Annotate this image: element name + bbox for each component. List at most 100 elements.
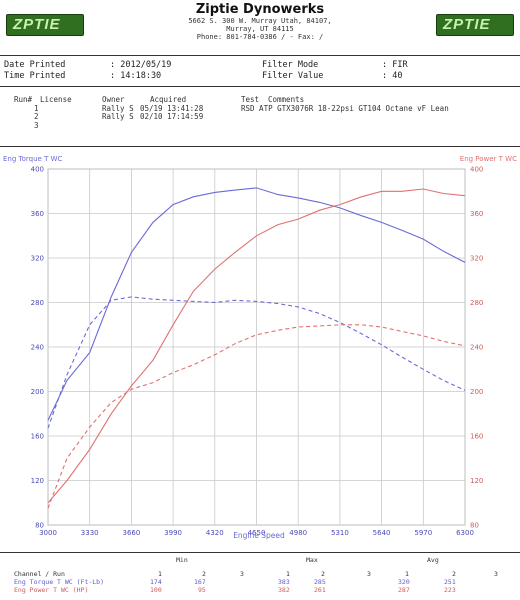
summary-power-max-2: 261 [314,586,326,594]
address-line-2: Murray, UT 84115 [226,25,294,33]
x-tick-label: 5970 [414,529,432,537]
time-value: : 14:18:30 [110,71,162,81]
summary-power-min-1: 100 [150,586,162,594]
summary-power-avg-1: 287 [398,586,410,594]
x-axis-label: Engine Speed [233,531,285,540]
summary-max-header: Max [306,556,318,564]
phone-line: Phone: 801-784-0386 / - Fax: / [196,33,324,41]
x-tick-label: 5640 [373,529,391,537]
col-test: Test [241,95,260,104]
run-owner: Rally S [102,103,134,113]
y-tick-label-left: 320 [31,255,44,263]
summary-run-num: 1 [405,570,409,578]
logo-right-text: ZPTIE [443,16,491,33]
run-row: 1 Rally S 05/19 13:41:28 RSD ATP GTX3076… [0,103,520,114]
summary-run-num: 1 [158,570,162,578]
summary-avg-header: Avg [427,556,439,564]
summary-power-max-1: 382 [278,586,290,594]
col-comments: Comments [268,95,305,104]
date-label: Date Printed [4,60,66,70]
run-number: 2 [34,112,39,121]
summary-run-num: 2 [202,570,206,578]
summary-torque-name: Eng Torque T WC (Ft-Lb) [14,578,105,586]
y-tick-label-left: 160 [31,433,44,441]
left-axis-label: Eng Torque T WC [3,155,62,163]
x-tick-label: 6300 [456,529,474,537]
summary-power-avg-2: 223 [444,586,456,594]
right-axis-label: Eng Power T WC [460,155,517,163]
x-tick-label: 5310 [331,529,349,537]
report-header: Ziptie Dynowerks 5662 S. 300 W. Murray U… [0,2,520,41]
filter-mode-label: Filter Mode [262,60,319,70]
summary-torque-min-2: 167 [194,578,206,586]
filter-value-label: Filter Value [262,71,324,81]
col-run: Run# [14,95,33,104]
summary-channel-header: Channel / Run [14,570,65,578]
filter-value-value: : 40 [382,71,403,81]
y-tick-label-right: 320 [470,255,483,263]
company-name: Ziptie Dynowerks [195,2,325,17]
logo-right: ZPTIE [436,14,514,36]
summary-min-header: Min [176,556,188,564]
run-number: 3 [34,120,39,130]
y-tick-label-right: 120 [470,477,483,485]
time-label: Time Printed [4,71,66,81]
y-tick-label-right: 160 [470,433,483,441]
torque-run-1-line [47,187,466,421]
summary-run-num: 3 [240,570,244,578]
y-tick-label-right: 360 [470,210,483,218]
y-tick-label-left: 80 [35,522,44,530]
summary-run-num: 2 [452,570,456,578]
x-tick-label: 3000 [39,529,57,537]
summary-torque-avg-1: 320 [398,578,410,586]
y-tick-label-right: 280 [470,299,483,307]
divider-summary [0,552,520,553]
summary-torque-min-1: 174 [150,578,162,586]
summary-power-name: Eng Power T WC (HP) [14,586,89,594]
torque-run-2-line [47,296,466,429]
run-acquired: 02/10 17:14:59 [140,112,204,121]
logo-left-text: ZPTIE [13,16,61,33]
summary-run-num: 3 [494,570,498,578]
x-tick-label: 4980 [289,529,307,537]
logo-left: ZPTIE [6,14,84,36]
run-acquired: 05/19 13:41:28 [140,103,204,113]
summary-torque-max-2: 285 [314,578,326,586]
runs-table: Run# License Owner Acquired Test Comment… [0,95,520,131]
y-tick-label-left: 240 [31,344,44,352]
divider-mid [0,86,520,87]
summary-torque-avg-2: 251 [444,578,456,586]
summary-run-num: 3 [367,570,371,578]
power-run-1-line [47,188,466,504]
filter-mode-value: : FIR [382,60,408,70]
y-tick-label-right: 200 [470,388,483,396]
y-tick-label-right: 240 [470,344,483,352]
run-number: 1 [34,103,39,113]
col-license: License [40,95,72,104]
run-row: 3 [0,120,520,131]
x-tick-label: 3660 [122,529,140,537]
x-tick-label: 3990 [164,529,182,537]
summary-torque-max-1: 383 [278,578,290,586]
x-tick-label: 4320 [206,529,224,537]
y-tick-label-left: 400 [31,166,44,174]
summary-run-num: 1 [286,570,290,578]
summary-power-min-2: 95 [198,586,206,594]
y-tick-label-left: 200 [31,388,44,396]
y-tick-label-right: 80 [470,522,479,530]
y-tick-label-left: 120 [31,477,44,485]
date-value: : 2012/05/19 [110,60,172,70]
run-comments: RSD ATP GTX3076R 18-22psi GT104 Octane v… [241,103,449,113]
address-line-1: 5662 S. 300 W. Murray Utah, 84107, [188,17,332,25]
y-tick-label-left: 360 [31,210,44,218]
y-tick-label-right: 400 [470,166,483,174]
col-acquired: Acquired [150,95,187,104]
run-owner: Rally S [102,112,134,121]
divider-chart [0,146,520,147]
col-owner: Owner [102,95,125,104]
dyno-chart-svg: 3000 3330 3660 3990 4320 4650 4980 5310 5640 5970… [3,155,517,540]
dyno-chart: 3000 3330 3660 3990 4320 4650 4980 5310 5640 5970… [0,150,520,554]
divider-top [0,55,520,56]
runs-header-row: Run# License Owner Acquired Test Comment… [0,95,520,105]
x-tick-label: 4650 [248,529,266,537]
